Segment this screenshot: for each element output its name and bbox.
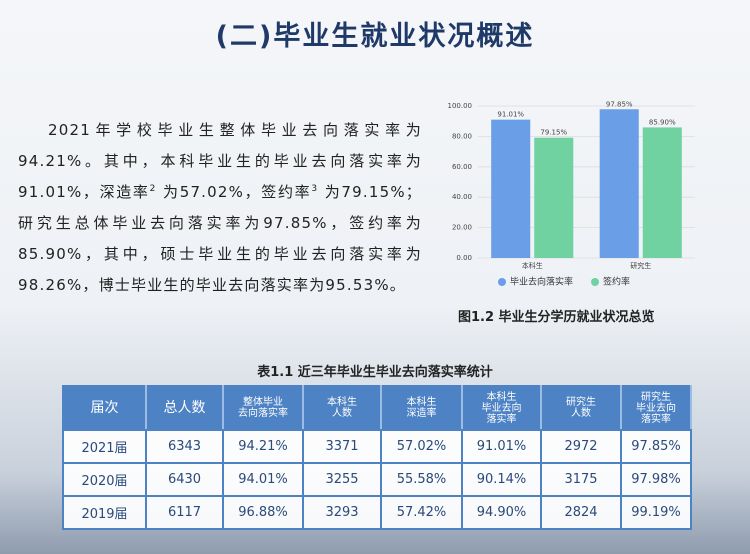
y-tick-label: 80.00 [452,132,472,140]
table-row: 2021届 6343 94.21% 3371 57.02% 91.01% 2972 97.85… [62,429,692,464]
header-line: 去向落实率 [238,408,288,419]
header-line: 总人数 [163,399,206,416]
table-cell: 94.90% [461,495,542,530]
bar [599,109,639,258]
header-cell: 总人数 [145,385,224,431]
header-cell: 本科生 毕业去向 落实率 [461,385,542,431]
table-cell: 94.01% [222,462,304,497]
y-tick-label: 100.00 [448,102,473,110]
header-cell: 研究生 毕业去向 落实率 [620,385,692,431]
header-cell: 本科生 人数 [302,385,382,431]
table-caption: 表1.1 近三年毕业生毕业去向落实率统计 [257,365,493,380]
footnote-mark: 2 [149,184,157,194]
header-line: 本科生 [486,391,517,403]
page-title: (二)毕业生就业状况概述 [215,21,535,52]
y-tick-label: 20.00 [452,224,472,232]
y-tick-label: 0.00 [456,254,472,262]
header-line: 落实率 [641,413,671,425]
table-cell: 97.98% [620,462,692,497]
header-line: 整体毕业 [243,397,283,408]
text-run: 为79.15%；研究生总体毕业去向落实率为97.85%，签约率为85.90%，其… [18,183,422,294]
value-label: 85.90% [649,118,676,126]
text-run: 为57.02%，签约率 [156,183,312,201]
table-cell: 57.42% [380,495,463,530]
header-line: 届次 [90,399,119,416]
table-row: 2020届 6430 94.01% 3255 55.58% 90.14% 3175 97.98… [62,462,692,497]
table-cell: 3255 [302,462,382,497]
table-cell: 3371 [302,429,382,464]
table-row: 2019届 6117 96.88% 3293 57.42% 94.90% 2824 99.19… [62,495,692,530]
header-line: 本科生 [327,397,357,408]
table-cell: 6117 [145,495,224,530]
table-cell: 2019届 [62,495,147,530]
table-body: 2021届 6343 94.21% 3371 57.02% 91.01% 2972 97.85… [62,429,692,530]
table-cell: 2021届 [62,429,147,464]
header-row: 届次 总人数 整体毕业 去向落实率 本科生 人数 本科生 深造率 本科生 毕业去向 落实率 研究生 人数… [62,385,692,431]
legend-swatch [591,278,600,286]
header-line: 毕业去向 [636,402,676,414]
bar [491,119,531,259]
text-run: 2021年学校毕业生整体毕业去向落实率为94.21%。其中，本科毕业生的毕业去向… [18,121,422,201]
table-cell: 91.01% [461,429,542,464]
table-cell: 57.02% [380,429,463,464]
header-line: 本科生 [406,397,437,408]
table-cell: 3293 [302,495,382,530]
header-line: 研究生 [566,397,596,408]
header-line: 人数 [332,408,352,419]
header-line: 毕业去向 [481,402,522,414]
table-cell: 6430 [145,462,224,497]
table-cell: 2824 [540,495,622,530]
y-tick-label: 60.00 [452,163,472,171]
body-text: 2021年学校毕业生整体毕业去向落实率为94.21%。其中，本科毕业生的毕业去向… [18,115,422,301]
table-cell: 3175 [540,462,622,497]
table-cell: 90.14% [461,462,542,497]
table-cell: 55.58% [380,462,463,497]
x-tick-label: 本科生 [522,261,543,270]
header-cell: 研究生 人数 [540,385,622,431]
table-cell: 99.19% [620,495,692,530]
value-label: 79.15% [540,129,567,137]
footnote-mark: 3 [311,184,319,194]
table-cell: 6343 [145,429,224,464]
table-cell: 2020届 [62,462,147,497]
y-tick-label: 40.00 [452,193,472,201]
x-tick-label: 研究生 [630,261,651,270]
table: 届次 总人数 整体毕业 去向落实率 本科生 人数 本科生 深造率 本科生 毕业去向 落实率 研究生 人数… [62,385,692,530]
value-label: 97.85% [606,100,633,108]
chart: 0.00 20.00 40.00 60.00 80.00 100.00 本科生 91.01% 7… [448,100,695,288]
header-line: 深造率 [406,408,437,419]
header-cell: 整体毕业 去向落实率 [222,385,304,431]
legend-label: 毕业去向落实率 [510,276,573,288]
table-head: 届次 总人数 整体毕业 去向落实率 本科生 人数 本科生 深造率 本科生 毕业去向 落实率 研究生 人数… [62,385,692,431]
header-cell: 本科生 深造率 [380,385,463,431]
table-cell: 94.21% [222,429,304,464]
value-label: 91.01% [497,111,524,119]
legend-label: 签约率 [603,276,630,288]
legend-swatch [498,278,506,286]
table-cell: 96.88% [222,495,304,530]
bar [534,137,574,258]
header-line: 落实率 [486,413,517,425]
header-cell: 届次 [62,385,147,431]
header-line: 人数 [571,408,591,419]
table-cell: 97.85% [620,429,692,464]
bar [642,127,682,258]
header-line: 研究生 [641,391,671,403]
figure-caption: 图1.2 毕业生分学历就业状况总览 [458,310,655,325]
table-cell: 2972 [540,429,622,464]
